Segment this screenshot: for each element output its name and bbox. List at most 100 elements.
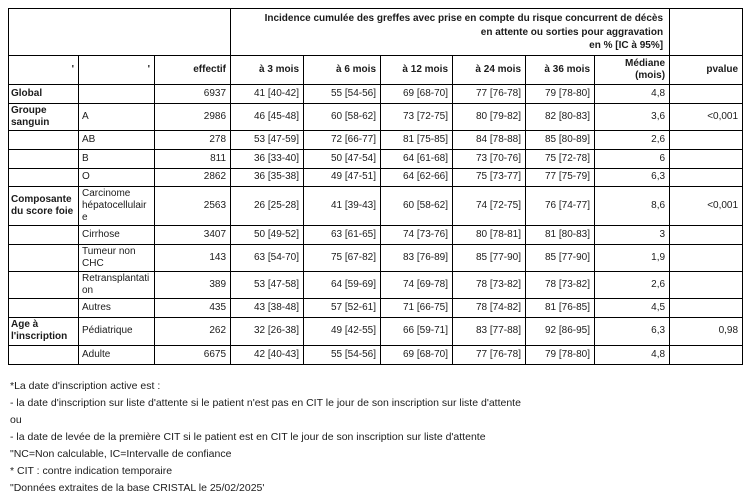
value-cell: 2563 [153,185,232,226]
value-cell: 85 [80-89] [525,129,596,150]
value-cell: 80 [78-81] [452,224,527,245]
value-cell [669,243,744,272]
header-spacer-left [7,8,232,56]
column-header-5: à 12 mois [380,54,454,85]
value-cell: 92 [86-95] [525,316,596,346]
value-cell: 4,5 [594,297,671,318]
column-header-3: à 3 mois [230,54,305,85]
value-cell: 49 [42-55] [303,316,382,346]
value-cell: 43 [38-48] [230,297,305,318]
value-cell: 66 [59-71] [380,316,454,346]
value-cell: 3407 [153,224,232,245]
value-cell: 6 [594,148,671,169]
group-label-cell [8,270,79,299]
value-cell: 3 [594,224,671,245]
value-cell: 71 [66-75] [380,297,454,318]
value-cell: 84 [78-88] [452,129,527,150]
value-cell [669,224,744,245]
subgroup-label-cell: AB [78,129,155,150]
value-cell: 49 [47-51] [303,167,382,187]
value-cell: 6675 [153,344,232,365]
column-header-9: pvalue [669,54,744,85]
group-label-cell: Composante du score foie [8,185,79,226]
value-cell: 6937 [153,83,232,104]
value-cell: 42 [40-43] [230,344,305,365]
value-cell: 73 [72-75] [380,102,454,131]
value-cell: 32 [26-38] [230,316,305,346]
table-row: B 811 36 [33-40] 50 [47-54] 64 [61-68] 73 [70… [8,148,744,169]
column-header-row: ' ' effectif à 3 mois à 6 mois à 12 mois à 24 … [8,54,744,85]
group-label-cell [8,224,79,245]
merged-header-row: Incidence cumulée des greffes avec prise… [7,8,744,56]
value-cell: 435 [153,297,232,318]
table-row: O 2862 36 [35-38] 49 [47-51] 64 [62-66] 75 [7… [8,167,744,187]
value-cell: 69 [68-70] [380,344,454,365]
value-cell: 64 [62-66] [380,167,454,187]
value-cell: 46 [45-48] [230,102,305,131]
column-header-1: ' [78,54,155,85]
value-cell [669,148,744,169]
value-cell: 85 [77-90] [525,243,596,272]
value-cell: 8,6 [594,185,671,226]
value-cell: 64 [61-68] [380,148,454,169]
value-cell: 26 [25-28] [230,185,305,226]
value-cell: 76 [74-77] [525,185,596,226]
value-cell: 75 [73-77] [452,167,527,187]
value-cell: 2,6 [594,270,671,299]
value-cell: 74 [69-78] [380,270,454,299]
group-label-cell [8,243,79,272]
value-cell: 1,9 [594,243,671,272]
value-cell: 2986 [153,102,232,131]
footnote-line: "NC=Non calculable, IC=Intervalle de con… [10,448,232,460]
column-header-7: à 36 mois [525,54,596,85]
footnote-line: ou [10,414,22,426]
group-label-cell [8,297,79,318]
value-cell: 63 [61-65] [303,224,382,245]
value-cell: 36 [33-40] [230,148,305,169]
subgroup-label-cell: Cirrhose [78,224,155,245]
value-cell: 79 [78-80] [525,83,596,104]
group-label-cell: Age à l'inscription [8,316,79,346]
value-cell [669,167,744,187]
value-cell: 0,98 [669,316,744,346]
incidence-table: Incidence cumulée des greffes avec prise… [7,8,744,365]
value-cell: 75 [72-78] [525,148,596,169]
value-cell: 262 [153,316,232,346]
value-cell: 53 [47-58] [230,270,305,299]
subgroup-label-cell: A [78,102,155,131]
value-cell: 74 [72-75] [452,185,527,226]
value-cell [669,297,744,318]
table-row: Tumeur non CHC 143 63 [54-70] 75 [67-82] 83 … [8,243,744,272]
value-cell: 60 [58-62] [303,102,382,131]
table-row: Retransplantation 389 53 [47-58] 64 [59-69]… [8,270,744,299]
value-cell: 55 [54-56] [303,83,382,104]
footnote-line: * CIT : contre indication temporaire [10,465,173,477]
footnote-line: - la date d'inscription sur liste d'atte… [10,397,521,409]
footnote-line: *La date d'inscription active est : [10,380,161,392]
value-cell: 3,6 [594,102,671,131]
group-label-cell [8,344,79,365]
value-cell [669,344,744,365]
subgroup-label-cell: Autres [78,297,155,318]
table-row: Global 6937 41 [40-42] 55 [54-56] 69 [68-70]… [8,83,744,104]
value-cell [669,129,744,150]
value-cell: 50 [47-54] [303,148,382,169]
value-cell: 77 [76-78] [452,344,527,365]
subgroup-label-cell: Tumeur non CHC [78,243,155,272]
group-label-cell [8,167,79,187]
value-cell: 36 [35-38] [230,167,305,187]
subgroup-label-cell: Pédiatrique [78,316,155,346]
footnote-line: "Données extraites de la base CRISTAL le… [10,482,265,494]
value-cell [669,270,744,299]
value-cell: 73 [70-76] [452,148,527,169]
group-label-cell [8,148,79,169]
value-cell: 81 [75-85] [380,129,454,150]
value-cell: 69 [68-70] [380,83,454,104]
column-header-0: ' [8,54,79,85]
value-cell: 72 [66-77] [303,129,382,150]
value-cell: 4,8 [594,344,671,365]
value-cell: 78 [74-82] [452,297,527,318]
value-cell: 50 [49-52] [230,224,305,245]
value-cell: 80 [79-82] [452,102,527,131]
